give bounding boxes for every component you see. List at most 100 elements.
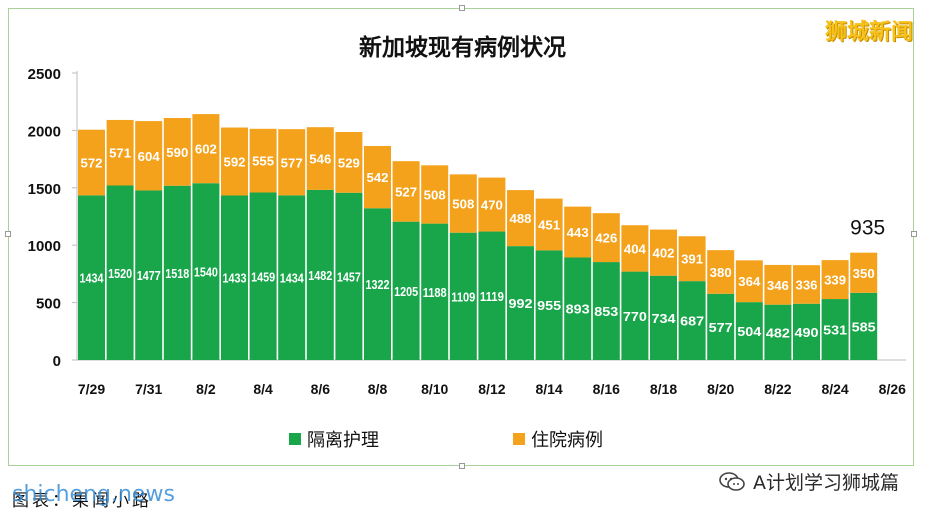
data-label-hospital: 350 (853, 266, 875, 281)
bar-isolation (192, 183, 220, 360)
bar-isolation (621, 271, 649, 360)
bar-hospital (535, 198, 563, 251)
data-label-isolation: 1205 (394, 284, 418, 299)
data-label-isolation: 893 (566, 302, 590, 317)
bar-hospital (221, 127, 248, 196)
bar-isolation (764, 304, 792, 360)
legend-swatch-isolation (289, 433, 301, 445)
data-label-hospital: 508 (424, 187, 446, 202)
data-label-isolation: 955 (537, 298, 561, 313)
data-label-isolation: 853 (594, 304, 618, 319)
x-tick-label: 8/8 (368, 381, 388, 397)
data-label-hospital: 602 (195, 142, 217, 157)
legend-item-hospital: 住院病例 (513, 426, 603, 452)
x-tick-label: 8/2 (196, 381, 216, 397)
account-name: A计划学习狮城篇 (753, 472, 899, 494)
x-tick-label: 8/10 (421, 381, 448, 397)
credit-text: 图表：果闻小路 (12, 491, 152, 511)
data-label-isolation: 1434 (80, 271, 105, 286)
total-annotation: 935 (850, 217, 885, 240)
bar-hospital (106, 119, 134, 186)
bar-isolation (421, 223, 449, 360)
data-label-isolation: 687 (680, 314, 704, 329)
data-label-isolation: 1433 (223, 271, 247, 286)
bar-isolation (106, 185, 134, 360)
chart-legend: 隔离护理 住院病例 (0, 426, 925, 452)
data-label-isolation: 992 (509, 296, 533, 311)
bar-hospital (364, 146, 391, 209)
bar-hospital (163, 118, 191, 186)
data-label-hospital: 542 (367, 170, 389, 185)
bar-isolation (249, 192, 277, 360)
footer-credit: 图表：果闻小路 shicheng.news (12, 482, 175, 511)
bar-isolation (507, 246, 534, 360)
data-label-hospital: 380 (710, 265, 732, 280)
bar-isolation (535, 250, 563, 360)
x-tick-label: 8/22 (764, 381, 791, 397)
bar-hospital (678, 236, 706, 282)
data-label-isolation: 770 (623, 309, 647, 324)
chart-title: 新加坡现有病例状况 (359, 35, 566, 61)
data-label-isolation: 490 (795, 325, 819, 340)
data-label-hospital: 426 (595, 231, 617, 246)
footer-account: A计划学习狮城篇 (719, 468, 899, 495)
bar-isolation (306, 189, 334, 360)
bar-hospital (335, 132, 363, 193)
data-label-isolation: 1459 (251, 269, 275, 284)
data-label-hospital: 572 (81, 156, 103, 171)
y-tick-label: 1500 (28, 181, 61, 198)
data-label-hospital: 529 (338, 155, 360, 170)
bar-isolation (221, 195, 248, 360)
bar-isolation (850, 292, 878, 360)
data-label-isolation: 585 (852, 319, 876, 334)
bar-isolation (821, 299, 849, 360)
bar-isolation (335, 192, 363, 360)
data-label-isolation: 1434 (280, 271, 305, 286)
data-label-hospital: 604 (138, 149, 161, 164)
data-label-isolation: 482 (766, 325, 790, 340)
bar-isolation (650, 275, 677, 360)
data-label-hospital: 470 (481, 198, 503, 213)
bar-isolation (478, 231, 506, 360)
data-label-isolation: 1188 (423, 285, 447, 300)
data-label-hospital: 443 (567, 225, 589, 240)
data-label-isolation: 1109 (451, 289, 475, 304)
x-tick-label: 8/18 (650, 381, 677, 397)
watermark-text: shicheng.news (12, 482, 175, 507)
bar-isolation (392, 221, 420, 360)
x-tick-label: 8/12 (478, 381, 505, 397)
data-label-hospital: 346 (767, 278, 789, 293)
x-tick-label: 7/29 (78, 381, 105, 397)
y-tick-label: 2500 (28, 66, 61, 83)
wechat-icon (719, 472, 745, 491)
resize-handle-right[interactable] (911, 231, 917, 237)
bar-hospital (306, 127, 334, 190)
bar-hospital (78, 129, 105, 196)
data-label-hospital: 339 (824, 273, 846, 288)
bar-hospital (621, 225, 649, 272)
bar-isolation (278, 195, 306, 360)
data-label-hospital: 527 (395, 184, 417, 199)
resize-handle-top[interactable] (459, 5, 465, 11)
x-tick-label: 8/20 (707, 381, 734, 397)
data-label-isolation: 1520 (108, 266, 132, 281)
data-label-hospital: 402 (653, 246, 675, 261)
bar-hospital (850, 252, 878, 293)
x-tick-label: 8/4 (253, 381, 273, 397)
bar-isolation (564, 257, 592, 360)
x-tick-label: 8/6 (311, 381, 331, 397)
resize-handle-bottom[interactable] (459, 463, 465, 469)
bar-hospital (135, 121, 163, 191)
bar-hospital (507, 190, 534, 247)
y-tick-label: 0 (53, 353, 61, 370)
y-tick-label: 1000 (28, 238, 61, 255)
bar-isolation (449, 232, 477, 360)
bar-hospital (793, 265, 820, 304)
y-tick-label: 2000 (28, 123, 61, 140)
resize-handle-left[interactable] (5, 231, 11, 237)
bar-hospital (449, 174, 477, 233)
legend-swatch-hospital (513, 433, 525, 445)
data-label-hospital: 577 (281, 155, 303, 170)
data-label-hospital: 571 (109, 146, 131, 161)
data-label-isolation: 1540 (194, 265, 218, 280)
